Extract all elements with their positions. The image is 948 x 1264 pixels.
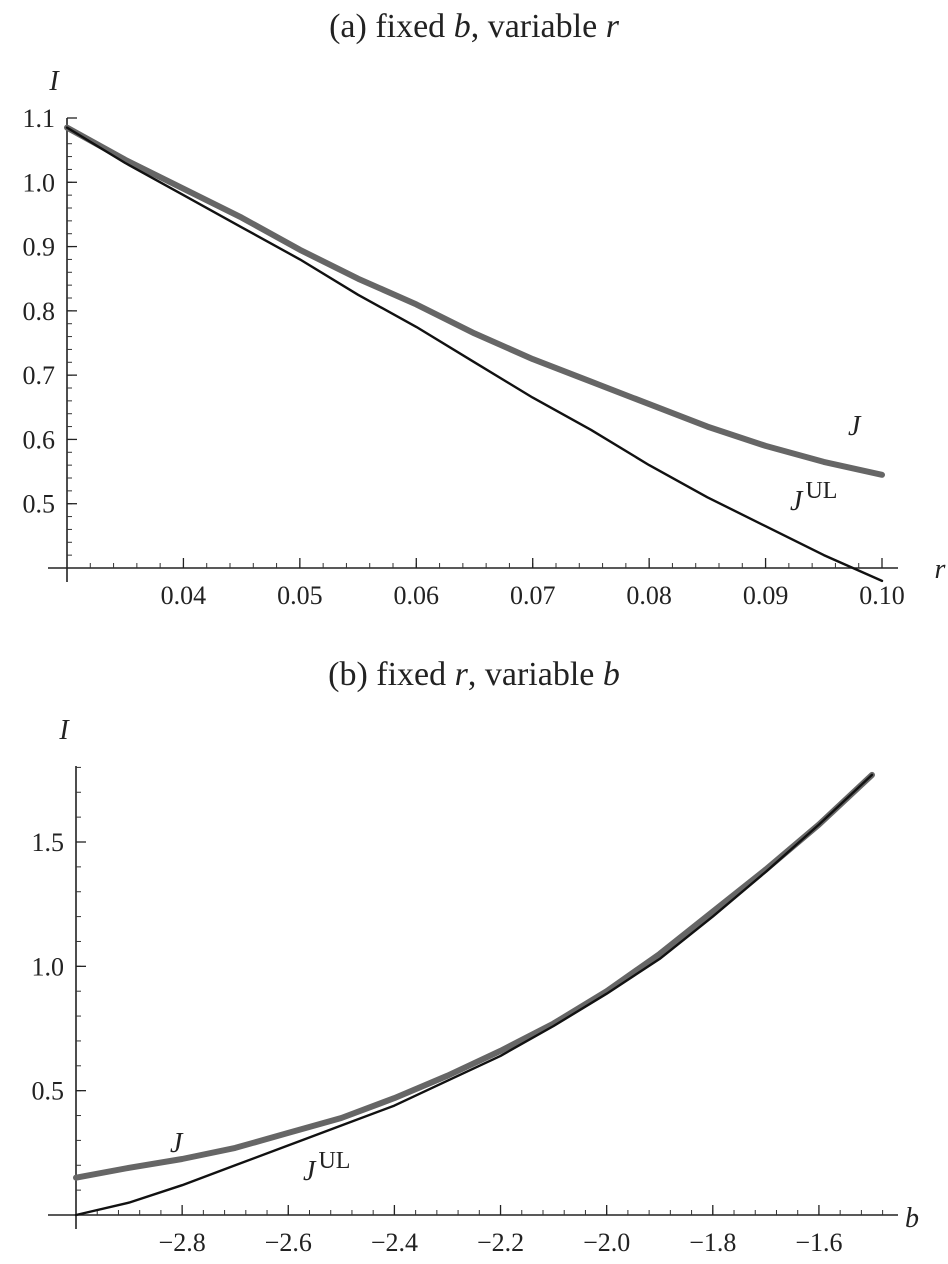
chart-b-title: (b) fixed r, variable b [328, 656, 620, 693]
chart-a-x-tick-label: 0.05 [277, 581, 323, 610]
chart-a-series-j-label: J [848, 411, 862, 442]
chart-a-series-jul-line [65, 126, 884, 583]
chart-b-x-tick-label: −2.2 [477, 1228, 524, 1257]
chart-b-y-axis-label: I [58, 715, 70, 746]
chart-b-y-tick-label: 1.5 [32, 828, 65, 857]
chart-a-y-axis-label: I [48, 66, 60, 97]
chart-a-x-tick-label: 0.07 [510, 581, 556, 610]
chart-a-y-tick-label: 0.9 [23, 233, 56, 262]
chart-b-x-tick-label: −2.0 [583, 1228, 630, 1257]
chart-a-x-tick-label: 0.08 [626, 581, 672, 610]
chart-b-x-tick-label: −1.6 [795, 1228, 842, 1257]
chart-b-series-j-label: J [170, 1128, 184, 1159]
chart-b-x-tick-label: −2.6 [265, 1228, 312, 1257]
chart-b-series-j-line [73, 771, 875, 1181]
chart-b-x-tick-label: −2.4 [371, 1228, 418, 1257]
chart-b-series-jul-label: J UL [303, 1148, 350, 1187]
chart-a-y-tick-label: 0.7 [23, 361, 56, 390]
chart-a-x-axis-label: r [935, 554, 946, 585]
chart-a-y-tick-label: 0.8 [23, 297, 56, 326]
chart-b-x-tick-label: −1.8 [689, 1228, 736, 1257]
chart-a-x-tick-label: 0.06 [394, 581, 440, 610]
chart-a-title: (a) fixed b, variable r [329, 8, 619, 45]
chart-a-series-j-line [64, 124, 885, 478]
chart-a-y-tick-label: 0.6 [23, 425, 56, 454]
chart-a-y-tick-label: 1.1 [23, 104, 56, 133]
chart-b-y-tick-label: 0.5 [32, 1077, 65, 1106]
chart-a-y-tick-label: 1.0 [23, 168, 56, 197]
chart-a-x-tick-label: 0.04 [161, 581, 207, 610]
chart-a-x-tick-label: 0.09 [743, 581, 789, 610]
chart-b-x-axis-label: b [905, 1203, 919, 1234]
chart-a-y-tick-label: 0.5 [23, 490, 56, 519]
chart-a-x-tick-label: 0.10 [859, 581, 905, 610]
chart-b-series-jul-line [74, 773, 874, 1217]
chart-b-y-tick-label: 1.0 [32, 952, 65, 981]
chart-a-series-jul-label: J UL [790, 478, 837, 517]
chart-b-x-tick-label: −2.8 [159, 1228, 206, 1257]
